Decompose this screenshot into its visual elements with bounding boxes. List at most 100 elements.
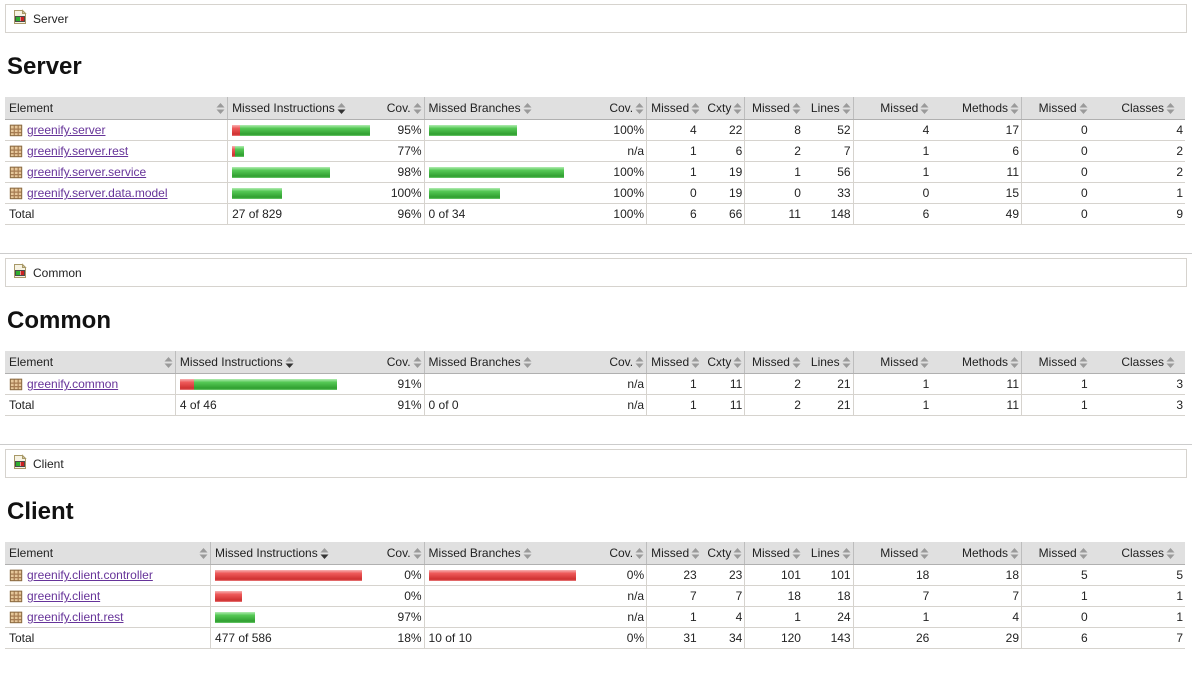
column-header-methods-10[interactable]: Methods [931,542,1022,565]
cell-counter: 1 [1021,373,1090,395]
column-header-cov--2[interactable]: Cov. [379,351,425,374]
total-counter: 11 [698,394,745,416]
sort-icon [691,102,699,114]
sort-icon [1010,102,1019,114]
package-link[interactable]: greenify.server.service [27,165,147,179]
sort-icon [733,356,742,368]
column-header-cov--2[interactable]: Cov. [379,542,425,565]
column-header-classes-12[interactable]: Classes [1089,542,1185,565]
column-header-lines-8[interactable]: Lines [802,542,854,565]
coverage-bar [232,125,371,137]
column-header-cov--2[interactable]: Cov. [379,97,425,120]
sort-icon [523,102,532,114]
column-header-missed-7[interactable]: Missed [744,542,803,565]
cell-missed-instructions-bar [227,140,380,162]
cell-counter: 7 [852,585,932,607]
column-header-missed-branches-3[interactable]: Missed Branches [423,97,603,120]
column-header-methods-10[interactable]: Methods [931,351,1022,374]
cell-counter: 1 [1089,182,1185,204]
sort-icon [792,102,801,114]
report-group-icon [12,9,28,28]
column-header-label: Methods [961,546,1009,560]
section-divider [0,253,1192,254]
total-counter: 11 [744,203,803,225]
column-header-missed-5[interactable]: Missed [646,351,699,374]
cell-counter: 11 [698,373,745,395]
column-header-classes-12[interactable]: Classes [1089,97,1185,120]
report-section-common: Common Common Element Missed Instructions… [0,253,1192,416]
cell-instruction-coverage: 100% [379,182,425,204]
total-row: Total 4 of 46 91% 0 of 0 n/a 1 11 2 21 1 11 1 3 [5,394,1185,416]
column-header-element-0[interactable]: Element [5,351,176,374]
report-group-icon [12,454,28,473]
column-header-methods-10[interactable]: Methods [931,97,1022,120]
total-instruction-coverage: 18% [379,627,425,649]
package-link[interactable]: greenify.client.rest [27,610,124,624]
column-header-element-0[interactable]: Element [5,542,211,565]
section-divider [0,444,1192,445]
cell-element: greenify.client [5,585,211,607]
sort-icon [1010,547,1019,559]
cell-branch-coverage: n/a [602,373,647,395]
cell-counter: 24 [802,606,854,628]
column-header-cxty-6[interactable]: Cxty [698,542,745,565]
column-header-missed-instructions-1[interactable]: Missed Instructions [174,351,380,374]
cell-counter: 101 [802,564,854,586]
total-counter: 143 [802,627,854,649]
column-header-missed-11[interactable]: Missed [1021,542,1090,565]
coverage-bar [428,167,564,179]
total-branch-coverage: 100% [602,203,647,225]
column-header-missed-5[interactable]: Missed [646,542,699,565]
column-header-missed-5[interactable]: Missed [646,97,699,120]
column-header-missed-11[interactable]: Missed [1021,97,1090,120]
column-header-element-0[interactable]: Element [5,97,228,120]
column-header-missed-instructions-1[interactable]: Missed Instructions [227,97,380,120]
total-counter: 1 [1021,394,1090,416]
column-header-cov--4[interactable]: Cov. [602,97,647,120]
total-instructions: 4 of 46 [174,394,380,416]
package-link[interactable]: greenify.client.controller [27,568,153,582]
column-header-lines-8[interactable]: Lines [802,351,854,374]
cell-instruction-coverage: 95% [379,119,425,141]
cell-counter: 18 [852,564,932,586]
column-header-label: Lines [810,101,840,115]
package-link[interactable]: greenify.client [27,589,101,603]
package-link[interactable]: greenify.server.rest [27,144,129,158]
report-section-server: Server Server Element Missed Instructions… [0,4,1192,225]
sort-icon [792,547,801,559]
column-header-label: Missed [751,546,790,560]
column-header-cov--4[interactable]: Cov. [602,351,647,374]
column-header-missed-branches-3[interactable]: Missed Branches [423,351,603,374]
package-link[interactable]: greenify.common [27,377,119,391]
cell-missed-instructions-bar [174,373,380,395]
column-header-label: Missed Branches [428,355,521,369]
column-header-cxty-6[interactable]: Cxty [698,351,745,374]
column-header-label: Element [9,546,54,560]
package-icon [9,145,23,158]
column-header-missed-9[interactable]: Missed [852,351,932,374]
column-header-missed-branches-3[interactable]: Missed Branches [423,542,603,565]
column-header-classes-12[interactable]: Classes [1089,351,1185,374]
cell-counter: 4 [931,606,1022,628]
column-header-label: Missed [751,355,790,369]
page-title: Server [7,53,82,80]
package-link[interactable]: greenify.server.data.model [27,186,168,200]
cell-counter: 11 [931,161,1022,183]
column-header-missed-9[interactable]: Missed [852,542,932,565]
column-header-cov--4[interactable]: Cov. [602,542,647,565]
coverage-bar [428,188,500,200]
column-header-missed-11[interactable]: Missed [1021,351,1090,374]
column-header-missed-7[interactable]: Missed [744,351,803,374]
column-header-missed-7[interactable]: Missed [744,97,803,120]
cell-missed-instructions-bar [210,564,380,586]
package-link[interactable]: greenify.server [27,123,106,137]
total-counter: 66 [698,203,745,225]
column-header-missed-instructions-1[interactable]: Missed Instructions [210,542,380,565]
total-instruction-coverage: 91% [379,394,425,416]
column-header-lines-8[interactable]: Lines [802,97,854,120]
column-header-cxty-6[interactable]: Cxty [698,97,745,120]
sort-icon [691,547,699,559]
column-header-missed-9[interactable]: Missed [852,97,932,120]
total-counter: 6 [646,203,699,225]
sort-icon [523,356,532,368]
